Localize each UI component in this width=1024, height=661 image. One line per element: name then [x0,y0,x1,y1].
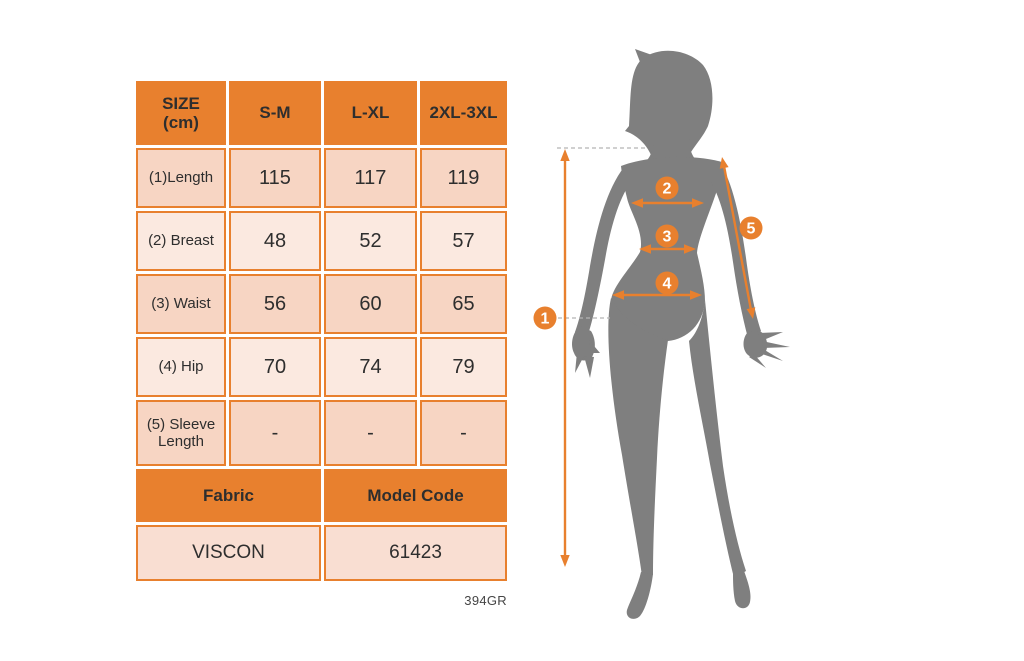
size-value: 117 [324,148,417,208]
measurement-arrow-2 [631,198,704,208]
product-code-note: 394GR [464,593,507,608]
badge-2: 2 [655,176,679,200]
row-label: (2) Breast [136,211,226,271]
fabric-header: Fabric [136,469,321,522]
row-label: (1)Length [136,148,226,208]
size-value: - [420,400,507,466]
row-label: (4) Hip [136,337,226,397]
size-value: 70 [229,337,321,397]
size-value: 57 [420,211,507,271]
svg-text:4: 4 [663,276,672,293]
model-code-header: Model Code [324,469,507,522]
svg-text:1: 1 [541,311,550,328]
svg-text:2: 2 [663,181,672,198]
header-size-cm: SIZE (cm) [136,81,226,145]
header-size-line1: SIZE [162,93,200,113]
header-col-lxl: L-XL [324,81,417,145]
model-code-value: 61423 [324,525,507,581]
size-value: 115 [229,148,321,208]
measurement-arrow-1 [560,149,570,567]
row-label: (3) Waist [136,274,226,334]
badge-4: 4 [655,271,679,295]
measurement-arrow-4 [612,290,702,300]
size-chart-table: SIZE (cm) S-M L-XL 2XL-3XL (1)Length 115 1… [133,78,510,584]
measurement-figure: 1 2 3 4 5 [533,49,790,619]
header-size-line2: (cm) [163,113,199,132]
size-rows: (1)Length 115 117 119 (2) Breast 48 52 57 (3) Wa… [136,148,507,466]
svg-text:3: 3 [663,229,672,246]
fabric-value: VISCON [136,525,321,581]
body-silhouette-icon [572,49,790,619]
size-value: 56 [229,274,321,334]
size-value: - [324,400,417,466]
size-value: 119 [420,148,507,208]
size-value: 65 [420,274,507,334]
badge-5: 5 [739,216,763,240]
badge-3: 3 [655,224,679,248]
size-value: 60 [324,274,417,334]
size-value: 52 [324,211,417,271]
size-value: 48 [229,211,321,271]
measurement-arrow-3 [639,244,696,254]
header-col-2xl3xl: 2XL-3XL [420,81,507,145]
badge-1: 1 [533,306,557,330]
size-value: 74 [324,337,417,397]
row-label: (5) Sleeve Length [136,400,226,466]
measurement-arrow-5 [719,157,756,319]
size-value: - [229,400,321,466]
header-col-sm: S-M [229,81,321,145]
size-value: 79 [420,337,507,397]
svg-text:5: 5 [747,221,756,238]
